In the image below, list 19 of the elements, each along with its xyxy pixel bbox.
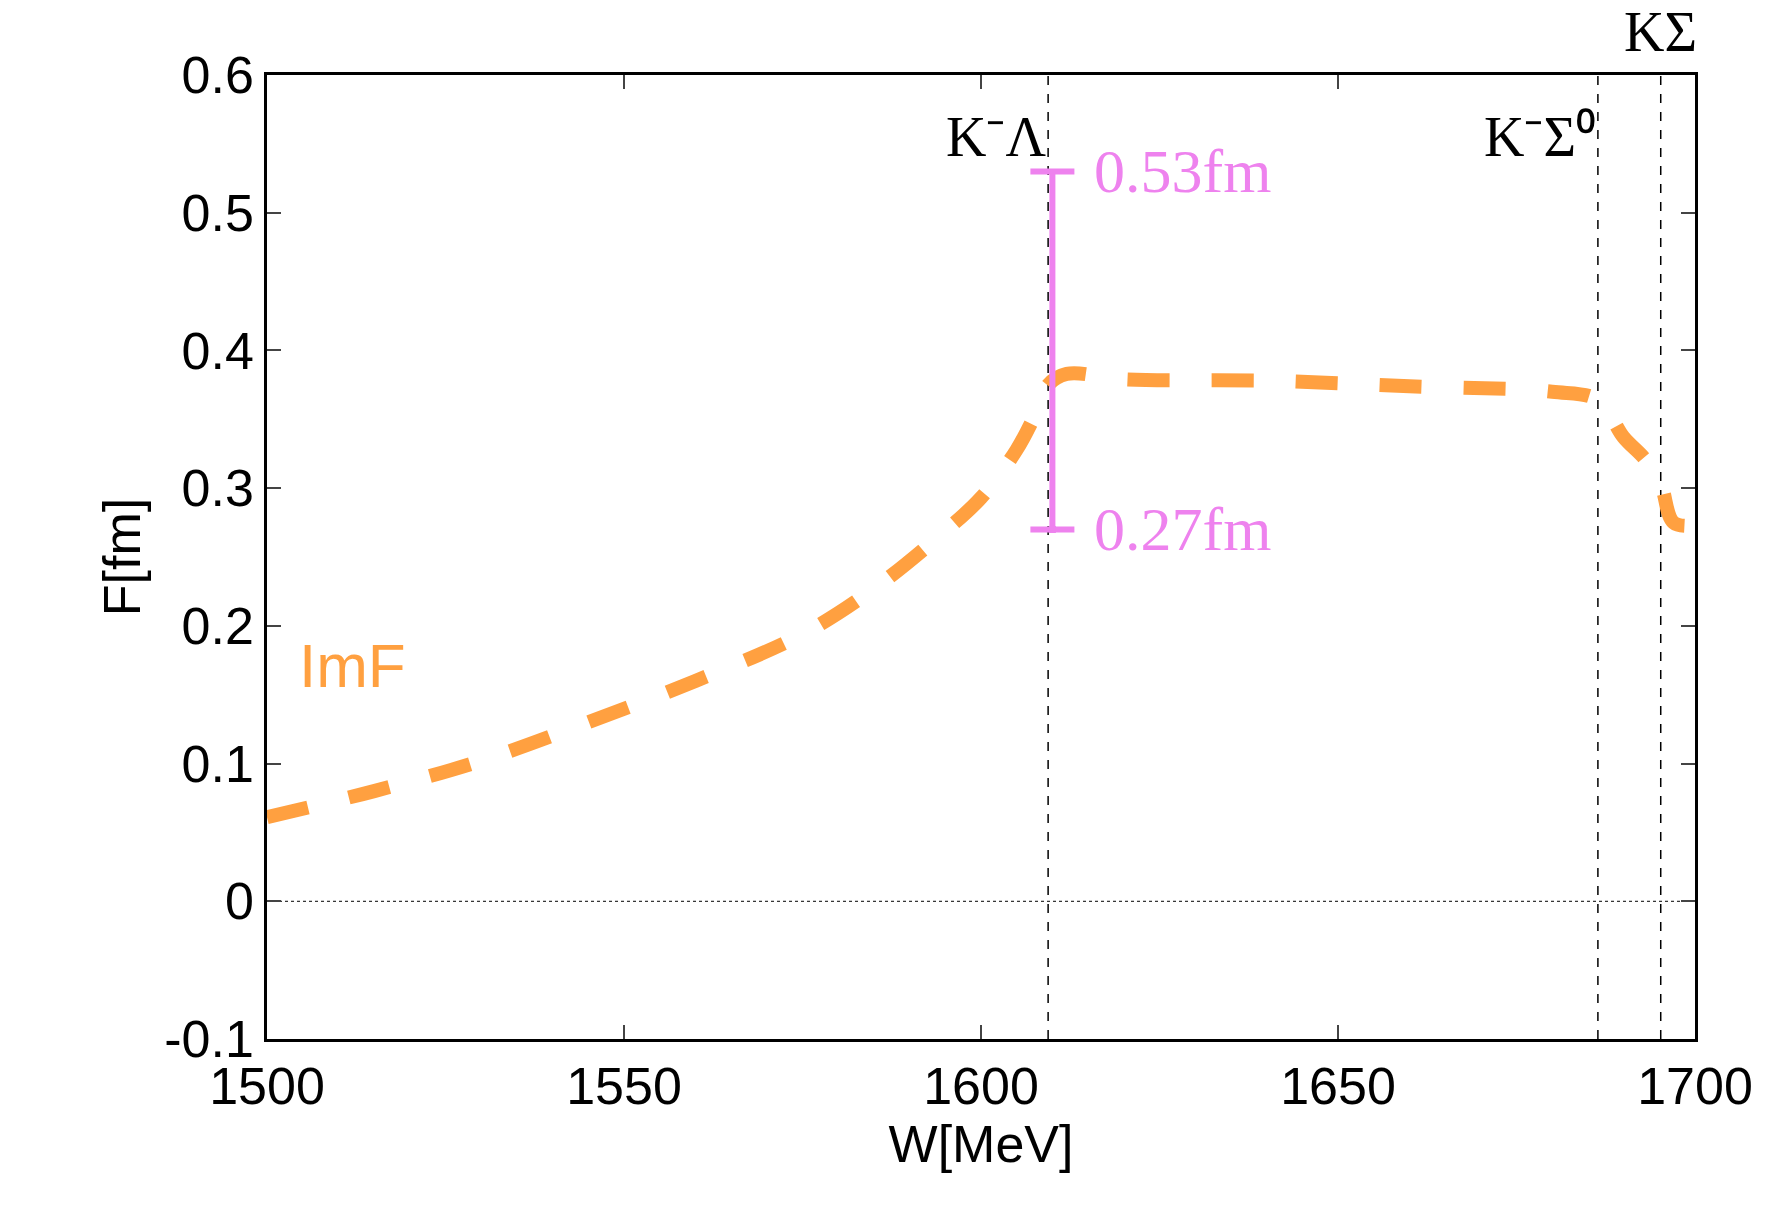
x-axis-title: W[MeV] (888, 1115, 1074, 1174)
y-tick-label: 0.6 (181, 46, 254, 105)
y-tick-label: 0.3 (181, 459, 254, 518)
y-tick-label: 0.4 (181, 321, 254, 380)
ref-line-label: K⁻Σ⁰ (1484, 106, 1597, 168)
ref-line-label: KΣ (1624, 1, 1698, 63)
ref-line-label: K⁻Λ (946, 106, 1047, 168)
annotation: 0.27fm (1094, 495, 1272, 563)
y-tick-label: 0.2 (181, 597, 254, 656)
y-tick-label: 0.5 (181, 183, 254, 242)
y-axis-title: F[fm] (92, 497, 151, 617)
series-label: ImF (299, 631, 406, 700)
x-tick-label: 1600 (923, 1057, 1039, 1116)
y-tick-label: 0 (224, 872, 254, 931)
x-tick-label: 1550 (566, 1057, 682, 1116)
annotation: 0.53fm (1094, 137, 1272, 205)
x-tick-label: 1700 (1637, 1057, 1753, 1116)
x-tick-label: 1650 (1280, 1057, 1396, 1116)
y-tick-label: 0.1 (181, 734, 254, 793)
